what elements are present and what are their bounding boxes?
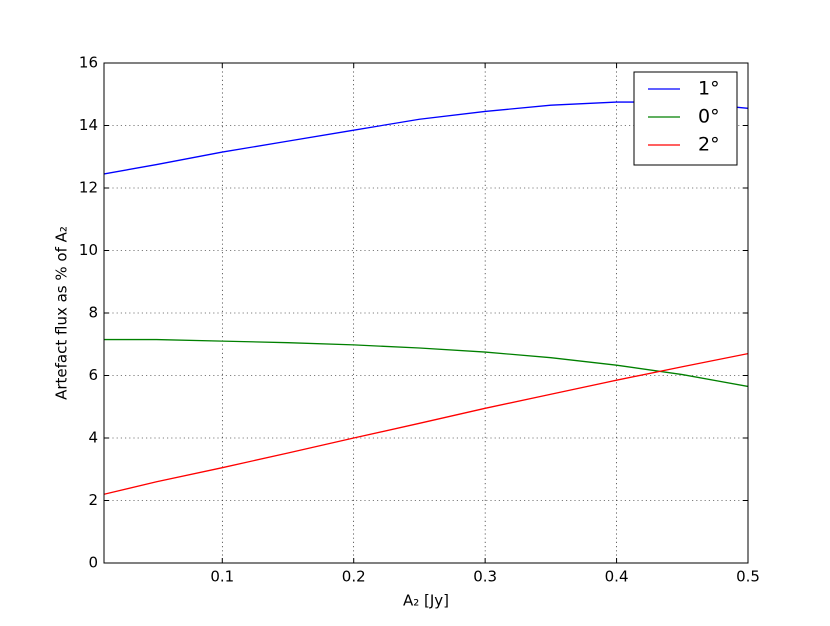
y-tick-label: 14	[79, 116, 98, 134]
plot-frame	[103, 62, 749, 564]
y-tick-label: 0	[88, 554, 98, 572]
y-tick-label: 16	[79, 54, 98, 72]
y-tick-label: 8	[88, 304, 98, 322]
legend-label: 0°	[698, 106, 720, 128]
legend-label: 2°	[698, 134, 720, 156]
x-tick-label: 0.1	[210, 568, 234, 586]
series-line	[104, 338, 748, 388]
y-tick-label: 2	[88, 491, 98, 509]
y-tick-label: 4	[88, 429, 98, 447]
legend-label: 1°	[698, 78, 720, 100]
x-tick-label: 0.3	[473, 568, 497, 586]
x-tick-label: 0.4	[605, 568, 629, 586]
y-tick-label: 10	[79, 241, 98, 259]
series-line	[104, 352, 748, 495]
y-tick-label: 6	[88, 366, 98, 384]
x-axis-label: A₂ [Jy]	[403, 592, 449, 610]
x-tick-label: 0.5	[736, 568, 760, 586]
y-tick-label: 12	[79, 179, 98, 197]
x-tick-label: 0.2	[342, 568, 366, 586]
y-axis-label: Artefact flux as % of A₂	[53, 226, 71, 400]
legend-box	[633, 71, 738, 166]
